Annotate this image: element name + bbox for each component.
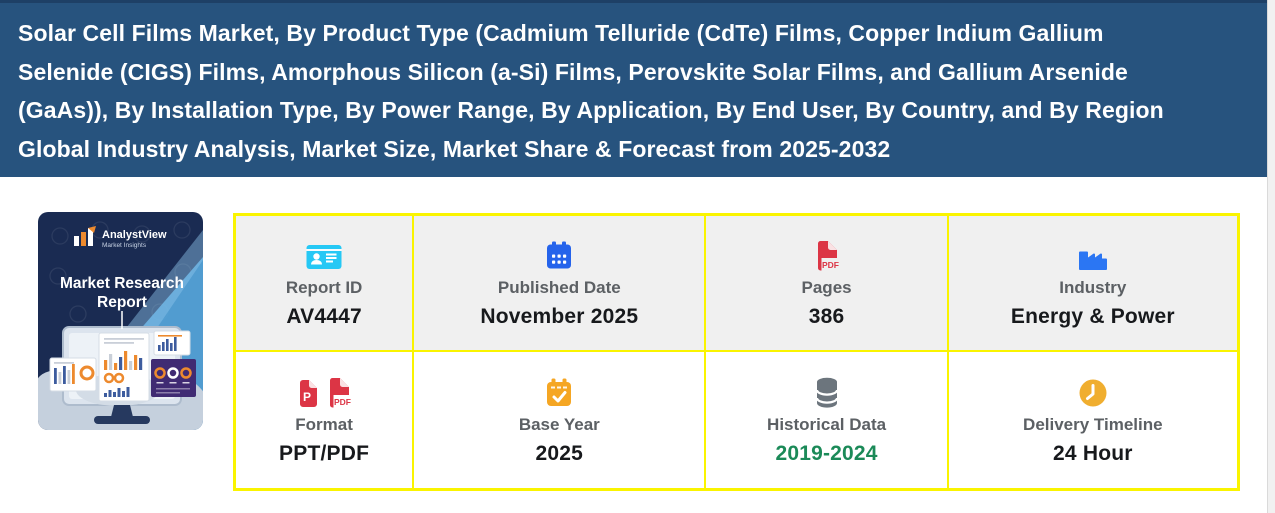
- database-icon: [814, 374, 840, 408]
- info-value: November 2025: [480, 305, 639, 328]
- info-value: 386: [808, 305, 845, 328]
- cover-title-line1: Market Research: [60, 275, 184, 292]
- report-info-grid: Report ID AV4447 Published Date Nov: [233, 213, 1240, 491]
- info-value: 2019-2024: [775, 442, 878, 465]
- info-cell-report-id: Report ID AV4447: [236, 216, 415, 352]
- info-value: 24 Hour: [1053, 442, 1133, 465]
- info-cell-published-date: Published Date November 2025: [414, 216, 707, 352]
- dashboard-card-purple: [151, 359, 196, 397]
- info-value: Energy & Power: [1010, 305, 1175, 328]
- pdf-file-icon: PDF: [813, 237, 841, 271]
- svg-text:P: P: [303, 390, 311, 404]
- factory-icon: [1078, 237, 1108, 271]
- info-cell-format: P PDF Format PPT/PDF: [236, 352, 415, 488]
- clock-icon: [1078, 374, 1108, 408]
- pdf-file-icon: PDF: [330, 378, 353, 408]
- info-label: Industry: [1059, 278, 1127, 297]
- info-value: AV4447: [286, 305, 362, 328]
- info-label: Pages: [801, 278, 852, 297]
- cover-title-line2: Report: [97, 294, 147, 311]
- ppt-pdf-files-icon: P PDF: [296, 374, 353, 408]
- info-label: Base Year: [518, 415, 600, 434]
- title-banner: Solar Cell Films Market, By Product Type…: [0, 0, 1267, 177]
- info-cell-base-year: Base Year 2025: [414, 352, 707, 488]
- calendar-check-icon: [544, 374, 574, 408]
- info-cell-industry: Industry Energy & Power: [948, 216, 1237, 352]
- info-label: Report ID: [285, 278, 363, 297]
- brand-tagline: Market Insights: [102, 242, 147, 249]
- page-title: Solar Cell Films Market, By Product Type…: [18, 20, 1164, 162]
- scrollbar-track[interactable]: [1267, 0, 1275, 513]
- id-card-icon: [306, 237, 342, 271]
- info-value: 2025: [535, 442, 584, 465]
- chart-page-left: [49, 357, 97, 392]
- report-cover-illustration: AnalystView Market Insights Market Resea…: [38, 212, 203, 430]
- chart-page-center: [98, 332, 150, 402]
- info-label: Format: [295, 415, 353, 434]
- ppt-file-icon: P: [300, 380, 318, 407]
- calendar-icon: [544, 237, 574, 271]
- brand-name: AnalystView: [102, 229, 167, 241]
- info-label: Published Date: [497, 278, 621, 297]
- svg-text:PDF: PDF: [334, 397, 351, 407]
- report-cover-thumbnail: AnalystView Market Insights Market Resea…: [38, 212, 203, 430]
- info-label: Delivery Timeline: [1023, 415, 1163, 434]
- info-cell-pages: PDF Pages 386: [706, 216, 949, 352]
- info-label: Historical Data: [767, 415, 887, 434]
- info-value: PPT/PDF: [279, 442, 370, 465]
- svg-text:PDF: PDF: [822, 260, 839, 270]
- analystview-logo-icon: [74, 226, 96, 246]
- info-cell-historical-data: Historical Data 2019-2024: [706, 352, 949, 488]
- chart-card-top-right: [153, 330, 191, 356]
- info-cell-delivery-timeline: Delivery Timeline 24 Hour: [948, 352, 1237, 488]
